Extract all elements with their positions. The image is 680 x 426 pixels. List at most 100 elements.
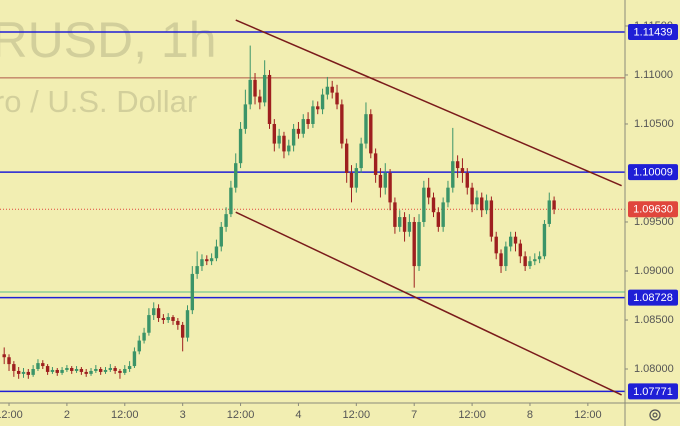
candle-body — [205, 259, 209, 262]
x-tick-label: 12:00 — [458, 409, 486, 421]
candle-body — [460, 168, 465, 173]
candle-body — [426, 187, 431, 198]
candle-body — [127, 366, 132, 369]
candle-body — [547, 200, 551, 224]
candle-body — [446, 187, 450, 203]
y-tick-label: 1.08000 — [634, 363, 674, 375]
candle-body — [359, 143, 363, 169]
candle-body — [533, 259, 537, 262]
x-tick-label: 8 — [527, 409, 533, 421]
candle-body — [499, 253, 503, 267]
candle-body — [108, 368, 113, 370]
candle-body — [26, 371, 31, 375]
y-tick-label: 1.10500 — [634, 118, 674, 130]
candle-body — [200, 259, 204, 267]
candle-body — [123, 368, 127, 373]
candle-body — [354, 168, 359, 188]
candle-body — [180, 324, 185, 338]
candle-body — [277, 135, 281, 144]
level-label: 1.10009 — [633, 167, 673, 179]
candle-body — [214, 246, 219, 259]
candle-body — [209, 258, 214, 262]
candle-body — [156, 308, 161, 319]
x-tick-label: 12:00 — [227, 409, 255, 421]
candle-body — [402, 217, 407, 232]
candle-body — [537, 256, 542, 260]
x-tick-label: 3 — [180, 409, 186, 421]
candle-body — [398, 217, 402, 227]
candle-body — [74, 368, 79, 371]
candle-body — [378, 174, 383, 188]
candle-body — [31, 368, 35, 375]
watermark-description: Euro / U.S. Dollar — [0, 84, 197, 119]
candle-body — [267, 74, 272, 124]
candle-body — [465, 172, 469, 188]
y-tick-label: 1.08500 — [634, 314, 674, 326]
level-label: 1.07771 — [633, 386, 673, 398]
candle-body — [518, 243, 523, 257]
candle-body — [301, 119, 305, 134]
candle-body — [455, 161, 460, 169]
level-label: 1.08728 — [633, 292, 673, 304]
settings-icon[interactable] — [649, 409, 661, 421]
candle-body — [417, 221, 421, 267]
y-tick-label: 1.09000 — [634, 265, 674, 277]
level-label: 1.11439 — [634, 26, 673, 38]
candle-body — [253, 79, 257, 97]
candle-body — [311, 106, 315, 124]
candle-body — [152, 308, 156, 316]
candle-body — [118, 370, 122, 373]
candle-body — [55, 369, 59, 373]
candle-body — [79, 368, 84, 372]
axes: 1.115001.110001.105001.095001.090001.085… — [0, 20, 678, 421]
level-label-box — [628, 289, 678, 306]
level-label-box — [628, 383, 678, 400]
candle-body — [431, 197, 436, 213]
candle-body — [50, 369, 55, 372]
candle-body — [176, 320, 180, 325]
y-tick-label: 1.11000 — [634, 69, 673, 81]
candle-body — [393, 202, 397, 227]
trend-line — [235, 211, 622, 396]
candle-body — [171, 317, 175, 321]
candle-body — [344, 143, 349, 173]
candle-body — [451, 161, 455, 188]
candle-body — [185, 310, 190, 338]
candle-body — [45, 366, 50, 372]
candle-body — [407, 221, 412, 232]
candle-body — [316, 106, 320, 110]
x-tick-label: 12:00 — [343, 409, 371, 421]
candle-body — [436, 212, 441, 227]
candle-body — [65, 368, 69, 370]
x-tick-label: 12:00 — [111, 409, 139, 421]
candle-body — [234, 163, 238, 188]
candle-body — [258, 96, 262, 103]
candle-body — [16, 370, 21, 374]
candle-body — [528, 261, 532, 267]
candle-body — [229, 187, 233, 215]
candle-body — [190, 273, 195, 311]
candle-body — [475, 197, 479, 205]
candle-body — [513, 236, 518, 244]
level-label-box — [628, 23, 678, 40]
x-tick-label: 7 — [411, 409, 417, 421]
candle-body — [103, 369, 108, 372]
candle-body — [12, 364, 16, 371]
candle-body — [480, 197, 484, 211]
plot-area — [0, 19, 625, 396]
candle-body — [89, 370, 93, 374]
candle-body — [335, 92, 339, 105]
candle-body — [369, 114, 373, 154]
candle-body — [272, 123, 277, 144]
candle-body — [21, 371, 26, 374]
candle-body — [523, 256, 527, 267]
candle-body — [243, 104, 248, 129]
candle-body — [489, 200, 494, 237]
level-label-box — [628, 201, 678, 218]
candle-body — [291, 128, 296, 146]
y-tick-label: 1.09500 — [634, 216, 674, 228]
candle-body — [542, 223, 547, 257]
candle-body — [287, 145, 291, 152]
time-axis — [0, 403, 625, 426]
